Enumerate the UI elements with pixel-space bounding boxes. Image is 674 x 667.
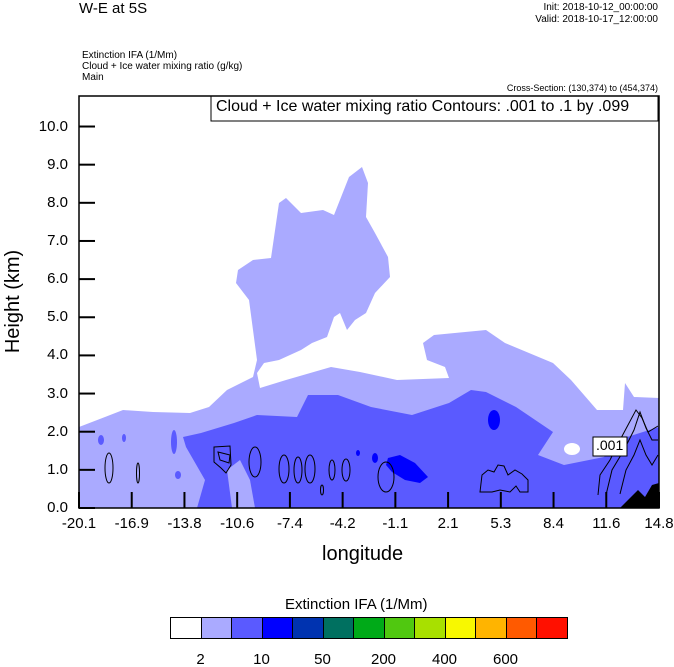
contour — [341, 458, 351, 482]
colorbar-swatch — [231, 618, 262, 638]
contour — [377, 461, 395, 493]
colorbar-swatch — [292, 618, 323, 638]
x-tick-label: -20.1 — [61, 515, 97, 532]
contour-label-box — [592, 436, 628, 457]
colorbar-label: 400 — [431, 651, 458, 667]
y-tick-label: 3.0 — [47, 384, 68, 402]
colorbar-swatch — [261, 618, 292, 638]
dark-blob — [386, 455, 428, 483]
colorbar-swatch — [383, 618, 414, 638]
medium-spot — [171, 430, 177, 454]
x-tick-label: -1.1 — [382, 515, 409, 532]
x-tick-label: 2.1 — [437, 515, 459, 532]
plot-frame — [78, 95, 660, 509]
y-tick-label: 1.0 — [47, 460, 68, 478]
colorbar-swatch — [200, 618, 231, 638]
dark-blob — [488, 410, 500, 430]
y-tick-label: 2.0 — [47, 422, 68, 440]
colorbar-swatch — [414, 618, 445, 638]
contour — [605, 410, 658, 496]
contour — [136, 462, 140, 484]
contour — [619, 438, 659, 495]
plot-title: W-E at 5S — [79, 0, 148, 17]
y-tick-label: 9.0 — [47, 155, 68, 173]
axis-ticks — [78, 125, 660, 509]
contour-info-box — [210, 95, 659, 122]
contour — [479, 464, 529, 493]
contours — [104, 409, 659, 496]
valid-time: Valid: 2018-10-17_12:00:00 — [535, 14, 658, 25]
contour-label: .001 — [596, 437, 624, 453]
y-tick-label: 8.0 — [47, 193, 68, 211]
x-tick-label: 14.8 — [644, 515, 674, 532]
colorbar-swatch — [505, 618, 536, 638]
colorbar-swatch — [536, 618, 567, 638]
x-tick-label: -7.4 — [276, 515, 303, 532]
contour — [213, 445, 232, 474]
y-tick-label: 5.0 — [47, 308, 68, 326]
contour — [217, 451, 231, 464]
colorbar-label: 50 — [314, 651, 331, 667]
light-patch — [227, 460, 255, 508]
y-axis-label: Height (km) — [2, 249, 25, 354]
field-label-extinction: Extinction IFA (1/Mm) — [82, 50, 178, 61]
x-tick-label: -10.6 — [220, 515, 255, 532]
medium-spot — [98, 435, 104, 445]
x-tick-label: 5.3 — [490, 515, 512, 532]
cross-section-label: Cross-Section: (130,374) to (454,374) — [506, 83, 658, 93]
colorbar-label: 2 — [196, 651, 205, 667]
contour — [278, 454, 290, 484]
colorbar-label: 600 — [492, 651, 519, 667]
contour — [328, 459, 336, 481]
contour — [104, 452, 114, 484]
y-tick-label: 6.0 — [47, 270, 68, 288]
contour — [304, 454, 316, 484]
white-spot — [564, 443, 580, 455]
x-tick-label: 8.4 — [543, 515, 564, 532]
y-tick-label: 0.0 — [47, 499, 68, 516]
colorbar-swatch — [475, 618, 506, 638]
contour — [248, 446, 262, 478]
medium-spot — [122, 434, 126, 442]
colorbar-label: 200 — [370, 651, 397, 667]
colorbar-swatch — [171, 618, 201, 638]
x-tick-label: -13.8 — [167, 515, 202, 532]
y-tick-label: 7.0 — [47, 231, 68, 249]
extinction-region-10-50 — [183, 390, 659, 508]
contour — [293, 456, 303, 484]
colorbar-swatch — [322, 618, 353, 638]
contour-info: Cloud + Ice water mixing ratio Contours:… — [216, 98, 630, 115]
field-label-main: Main — [82, 72, 104, 83]
contour — [320, 484, 324, 496]
dark-blob — [372, 453, 378, 463]
colorbar-label: 10 — [253, 651, 270, 667]
terrain — [620, 483, 659, 508]
medium-spot — [175, 471, 181, 479]
field-label-cloud-ice: Cloud + Ice water mixing ratio (g/kg) — [82, 61, 243, 72]
dark-blob — [356, 450, 360, 456]
y-tick-label: 4.0 — [47, 346, 68, 364]
x-tick-label: -4.2 — [329, 515, 356, 532]
colorbar-swatch — [444, 618, 475, 638]
y-tick-label: 10.0 — [38, 117, 68, 135]
x-tick-label: -16.9 — [114, 515, 149, 532]
x-axis-label: longitude — [322, 543, 404, 565]
init-time: Init: 2018-10-12_00:00:00 — [543, 2, 658, 13]
colorbar — [170, 617, 568, 639]
colorbar-title: Extinction IFA (1/Mm) — [285, 596, 428, 613]
x-tick-label: 11.6 — [592, 515, 621, 532]
colorbar-swatch — [353, 618, 384, 638]
